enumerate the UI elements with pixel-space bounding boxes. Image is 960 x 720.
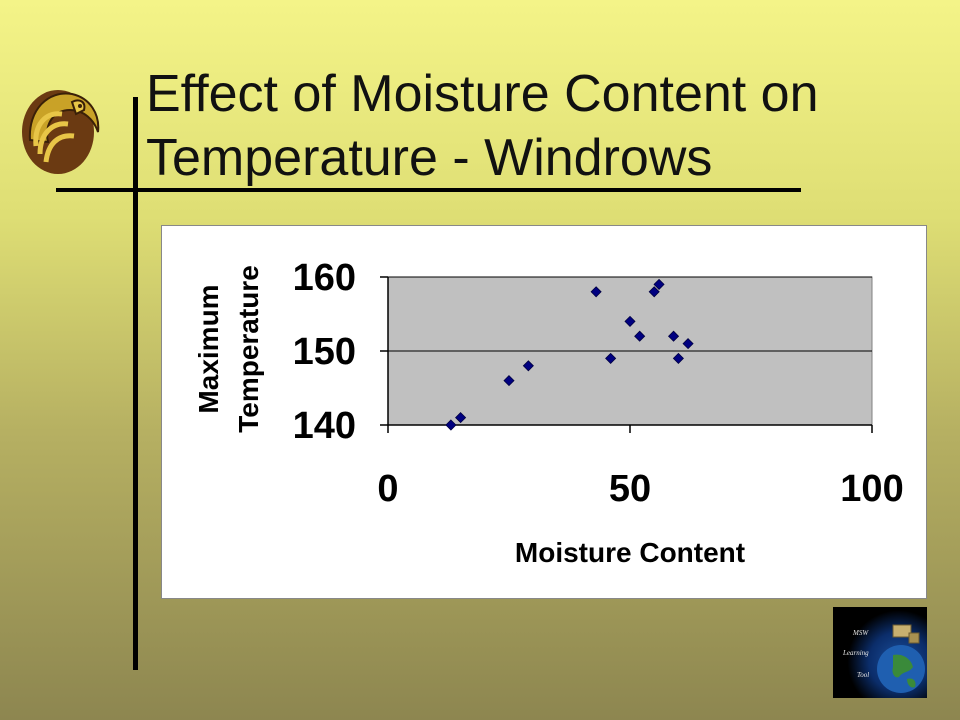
x-tick-labels: 0 50 100: [377, 425, 904, 510]
badge-line-3: Tool: [857, 671, 870, 679]
y-tick-label-140: 140: [293, 405, 356, 447]
y-tick-label-160: 160: [293, 257, 356, 299]
data-point: [634, 330, 646, 342]
horizontal-rule: [56, 188, 801, 192]
chart-container: 140 150 160 0 50 100 Moisture Content Maximu…: [161, 225, 927, 599]
data-point: [503, 375, 515, 387]
slide-title-line-2: Temperature - Windrows: [146, 129, 713, 187]
data-point: [605, 352, 617, 364]
vertical-rule: [133, 97, 138, 670]
data-points: [445, 278, 694, 431]
data-point: [522, 360, 534, 372]
pegasus-logo-icon: [22, 90, 100, 174]
slide-title: Effect of Moisture Content on Temperatur…: [146, 62, 819, 190]
data-point: [682, 338, 694, 350]
y-axis-label-line-2: Temperature: [233, 265, 264, 433]
x-tick-label-100: 100: [840, 468, 903, 510]
data-point: [590, 286, 602, 298]
data-point: [667, 330, 680, 342]
x-axis-label: Moisture Content: [515, 537, 745, 568]
data-point: [648, 286, 660, 298]
y-tick-labels: 140 150 160: [293, 257, 388, 447]
data-point: [624, 315, 636, 327]
globe-icon: [877, 624, 925, 693]
data-point: [455, 412, 467, 424]
data-point: [445, 419, 457, 431]
y-axis-label-line-1: Maximum: [193, 284, 224, 413]
slide-title-line-1: Effect of Moisture Content on: [146, 65, 819, 123]
badge-line-1: MSW: [853, 629, 869, 637]
scatter-chart: 140 150 160 0 50 100 Moisture Content Maximu…: [193, 257, 904, 568]
data-point: [672, 352, 684, 364]
grid-lines: [388, 276, 872, 352]
badge-line-2: Learning: [843, 649, 869, 657]
y-tick-label-150: 150: [293, 331, 356, 373]
msw-learning-tool-badge: MSW Learning Tool: [833, 607, 927, 698]
data-point: [653, 278, 665, 290]
y-axis-label: Maximum Temperature: [193, 265, 264, 433]
x-tick-label-0: 0: [377, 468, 398, 510]
x-tick-label-50: 50: [609, 468, 651, 510]
